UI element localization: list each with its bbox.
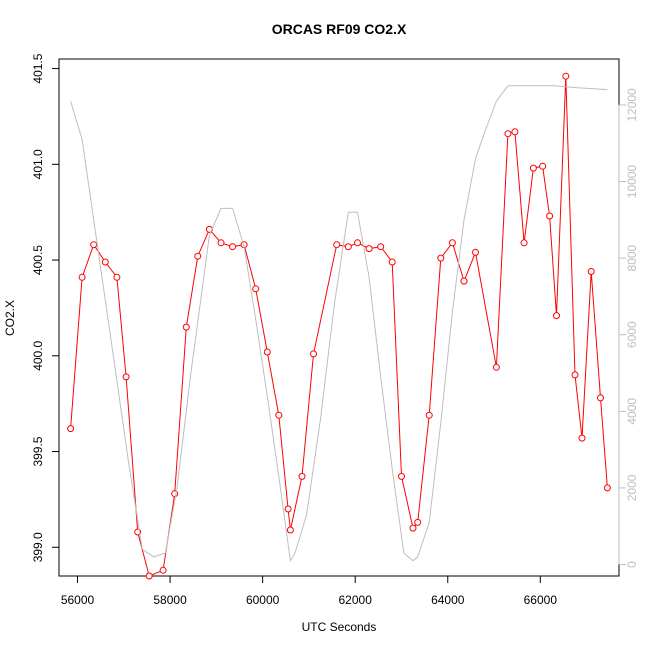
y2-tick-label: 8000 — [625, 244, 639, 271]
y-tick-label: 400.5 — [31, 245, 45, 275]
series-0-point — [113, 273, 121, 281]
series-0-point — [344, 243, 352, 251]
series-0-point — [504, 130, 512, 138]
series-0-point — [448, 239, 456, 247]
series-0-point — [571, 371, 579, 379]
series-0-point — [472, 248, 479, 256]
series-0-point — [354, 239, 361, 247]
series-0-point — [460, 277, 468, 285]
series-0-point — [425, 411, 433, 419]
series-0-point — [78, 273, 86, 281]
series-0-point — [597, 394, 604, 402]
series-0-point — [409, 524, 417, 532]
series-0-point — [603, 484, 611, 492]
series-0-point — [310, 350, 317, 358]
series-0-point — [145, 572, 153, 580]
series-0-point — [298, 472, 306, 480]
series-0-point — [252, 285, 260, 293]
series-0-point — [263, 348, 271, 356]
x-tick-label: 66000 — [524, 593, 558, 607]
x-tick-label: 64000 — [431, 593, 465, 607]
series-0-point — [182, 323, 190, 331]
x-tick-label: 62000 — [339, 593, 373, 607]
y-tick-label: 400.0 — [31, 340, 45, 370]
series-0-point — [286, 526, 294, 534]
y-tick-label: 401.5 — [31, 53, 45, 83]
series-0-point — [511, 128, 519, 136]
series-0-point — [562, 72, 570, 80]
series-0-point — [159, 566, 167, 574]
series-0-point — [492, 363, 500, 371]
series-0-point — [414, 518, 422, 526]
y-tick-label: 399.0 — [31, 532, 45, 562]
plot-area: 56000 58000 60000 62000 64000 66000399.0399.5… — [31, 53, 639, 607]
series-0-point — [101, 258, 109, 266]
series-1-line — [70, 85, 608, 563]
series-0-line — [70, 76, 608, 577]
series-0-point — [90, 241, 98, 249]
x-axis-label: UTC Seconds — [302, 620, 377, 634]
series-0-point — [388, 258, 396, 266]
y2-tick-label: 10000 — [625, 165, 639, 199]
series-0-point — [275, 411, 283, 419]
series-0-point — [520, 239, 528, 247]
series-0-point — [539, 162, 547, 170]
series-0-point — [398, 472, 405, 480]
series-0-point — [217, 239, 225, 247]
series-0-point — [578, 434, 586, 442]
y-tick-label: 401.0 — [31, 149, 45, 179]
plot-frame — [58, 58, 620, 577]
series-0-point — [377, 243, 385, 251]
series-0-point — [546, 212, 554, 220]
series-0-point — [194, 252, 202, 260]
series-0-point — [333, 241, 341, 249]
series-0-point — [67, 425, 75, 433]
y2-tick-label: 6000 — [625, 321, 639, 348]
series-0-point — [437, 254, 445, 262]
series-0-point — [229, 243, 237, 251]
y-axis-label: CO2.X — [3, 300, 17, 336]
x-tick-label: 58000 — [153, 593, 187, 607]
y2-tick-label: 4000 — [625, 398, 639, 425]
x-tick-label: 56000 — [61, 593, 95, 607]
y-tick-label: 399.5 — [31, 436, 45, 466]
series-0-point — [284, 505, 292, 513]
series-0-point — [529, 164, 537, 172]
y2-tick-label: 12000 — [625, 88, 639, 122]
series-0-point — [365, 245, 373, 253]
y2-tick-label: 0 — [625, 561, 639, 568]
x-tick-label: 60000 — [246, 593, 280, 607]
chart-title: ORCAS RF09 CO2.X — [272, 21, 407, 37]
series-0-point — [122, 373, 130, 381]
series-0-point — [587, 268, 595, 275]
series-0-point — [553, 312, 560, 320]
y2-tick-label: 2000 — [625, 474, 639, 501]
